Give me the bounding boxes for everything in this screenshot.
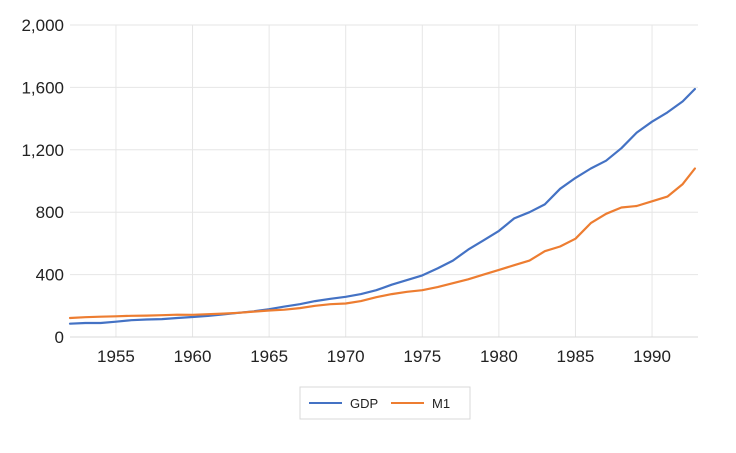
legend-box bbox=[299, 386, 471, 420]
y-tick-label: 1,600 bbox=[21, 78, 64, 97]
x-tick-label: 1985 bbox=[557, 347, 595, 366]
y-axis-tick-labels: 0 400 800 1,200 1,600 2,000 bbox=[21, 16, 64, 347]
x-tick-label: 1960 bbox=[174, 347, 212, 366]
legend: GDP M1 bbox=[299, 386, 471, 420]
y-tick-label: 400 bbox=[36, 266, 64, 285]
legend-label-m1: M1 bbox=[432, 396, 450, 411]
y-tick-label: 2,000 bbox=[21, 16, 64, 35]
x-tick-label: 1975 bbox=[403, 347, 441, 366]
x-tick-label: 1980 bbox=[480, 347, 518, 366]
x-axis-tick-labels: 1955 1960 1965 1970 1975 1980 1985 1990 bbox=[97, 347, 671, 366]
gridlines bbox=[70, 24, 698, 338]
series-line-gdp bbox=[68, 87, 697, 325]
series-lines bbox=[68, 87, 697, 325]
series-line-m1 bbox=[68, 167, 697, 320]
x-tick-label: 1990 bbox=[633, 347, 671, 366]
x-tick-label: 1970 bbox=[327, 347, 365, 366]
y-tick-label: 0 bbox=[55, 328, 64, 347]
x-tick-label: 1955 bbox=[97, 347, 135, 366]
x-tick-label: 1965 bbox=[250, 347, 288, 366]
y-tick-label: 1,200 bbox=[21, 141, 64, 160]
legend-label-gdp: GDP bbox=[350, 396, 378, 411]
y-tick-label: 800 bbox=[36, 203, 64, 222]
